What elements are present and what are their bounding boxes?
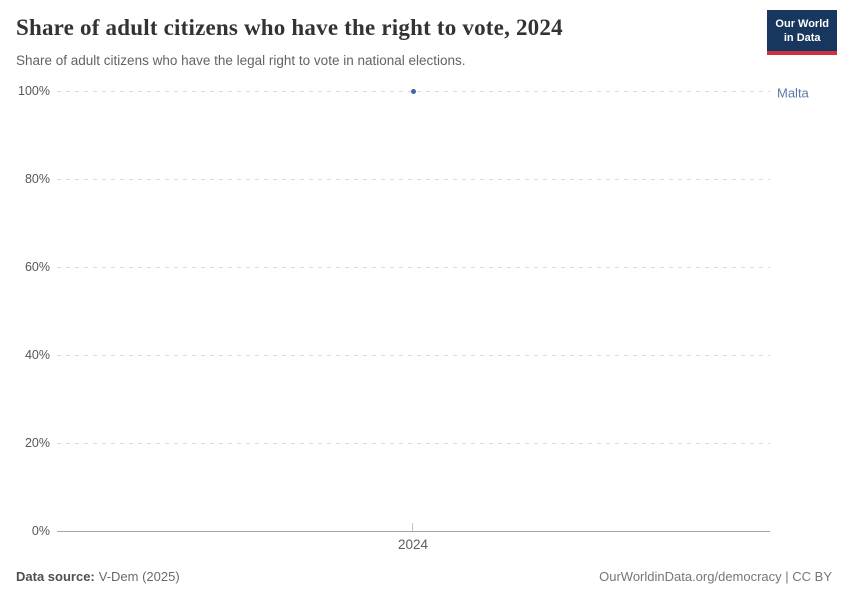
gridline-80 — [57, 179, 770, 180]
gridline-20 — [57, 443, 770, 444]
entity-label-malta[interactable]: Malta — [777, 85, 809, 101]
license-link[interactable]: OurWorldinData.org/democracy | CC BY — [599, 569, 832, 584]
x-axis-line — [57, 531, 770, 532]
data-source-label: Data source: — [16, 569, 95, 584]
owid-logo[interactable]: Our World in Data — [767, 10, 837, 55]
y-tick-label-0: 0% — [31, 524, 50, 538]
y-tick-label-40: 40% — [24, 348, 50, 362]
x-tick-label-2024: 2024 — [397, 537, 429, 552]
gridline-40 — [57, 355, 770, 356]
gridline-60 — [57, 267, 770, 268]
data-point-malta[interactable] — [411, 89, 416, 94]
data-source-note: Data source: V-Dem (2025) — [16, 569, 180, 584]
page-title: Share of adult citizens who have the rig… — [16, 15, 563, 40]
y-tick-label-100: 100% — [18, 84, 50, 98]
data-source-value: V-Dem (2025) — [98, 569, 180, 584]
y-tick-label-60: 60% — [24, 260, 50, 274]
owid-logo-line1: Our World — [775, 18, 829, 30]
y-tick-label-80: 80% — [24, 172, 50, 186]
owid-logo-line2: in Data — [783, 32, 821, 44]
chart-subtitle: Share of adult citizens who have the leg… — [16, 53, 466, 68]
x-axis-tick-2024 — [412, 523, 413, 531]
y-tick-label-20: 20% — [24, 436, 50, 450]
